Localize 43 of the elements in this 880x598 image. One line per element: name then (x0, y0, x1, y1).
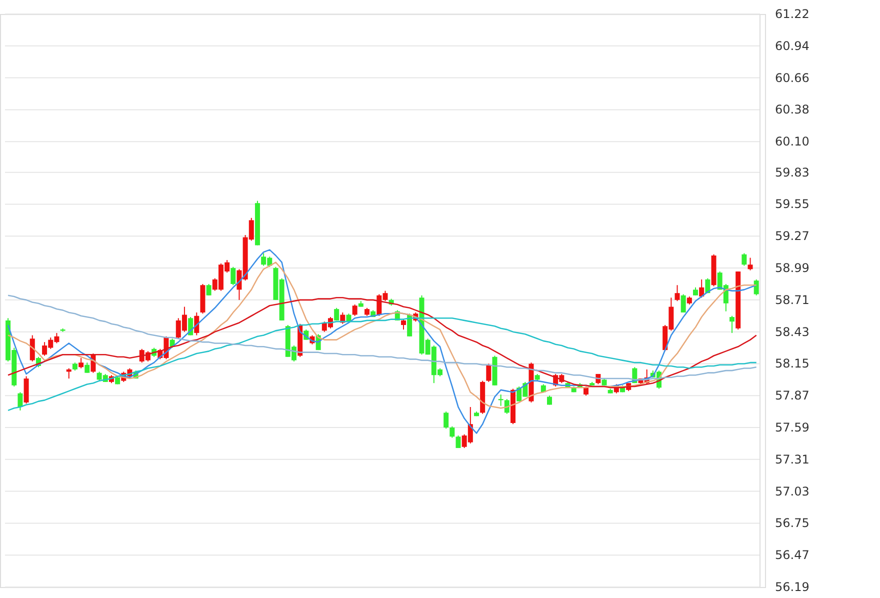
y-tick-label: 57.31 (775, 452, 810, 466)
y-tick-label: 60.66 (775, 70, 810, 85)
candlestick (450, 426, 455, 438)
candlestick (680, 294, 686, 313)
y-tick-label: 60.10 (775, 134, 810, 149)
candlestick (206, 283, 212, 296)
candlestick (84, 362, 90, 374)
candlestick (584, 386, 589, 396)
line-series (7, 262, 757, 409)
y-tick-label: 60.38 (775, 102, 810, 117)
y-tick-label: 58.99 (775, 261, 810, 276)
candlestick (754, 278, 759, 296)
candlestick (456, 434, 461, 449)
y-tick-label: 60.94 (775, 38, 810, 53)
y-tick-label: 59.83 (775, 165, 810, 180)
candlestick (30, 334, 35, 362)
y-tick-label: 58.43 (775, 324, 810, 339)
y-tick-label: 58.15 (775, 356, 810, 371)
candlestick (730, 315, 735, 334)
y-tick-label: 57.59 (775, 420, 810, 435)
y-tick-label: 56.47 (775, 548, 810, 562)
y-tick-label: 57.03 (775, 484, 810, 498)
candlestick (407, 313, 412, 337)
y-tick-label: 57.87 (775, 388, 810, 403)
candlestick (352, 304, 358, 316)
y-tick-label: 59.55 (775, 197, 810, 212)
candlestick (748, 257, 753, 271)
candlestick (334, 307, 340, 321)
candlestick (486, 363, 492, 382)
candlestick (18, 392, 23, 411)
candlestick (78, 358, 84, 369)
y-tick-label: 59.27 (775, 229, 810, 244)
y-tick-label: 58.71 (775, 292, 810, 307)
y-tick-label: 56.19 (775, 580, 810, 594)
y-tick-label: 56.75 (775, 516, 810, 530)
candlestick (444, 411, 449, 430)
candlestick (400, 318, 406, 330)
candlestick (699, 278, 704, 298)
candlestick (674, 284, 680, 302)
candlestick (742, 252, 747, 266)
candlestick (230, 266, 236, 286)
candlestick (24, 376, 29, 404)
y-tick-label: 61.22 (775, 7, 810, 21)
